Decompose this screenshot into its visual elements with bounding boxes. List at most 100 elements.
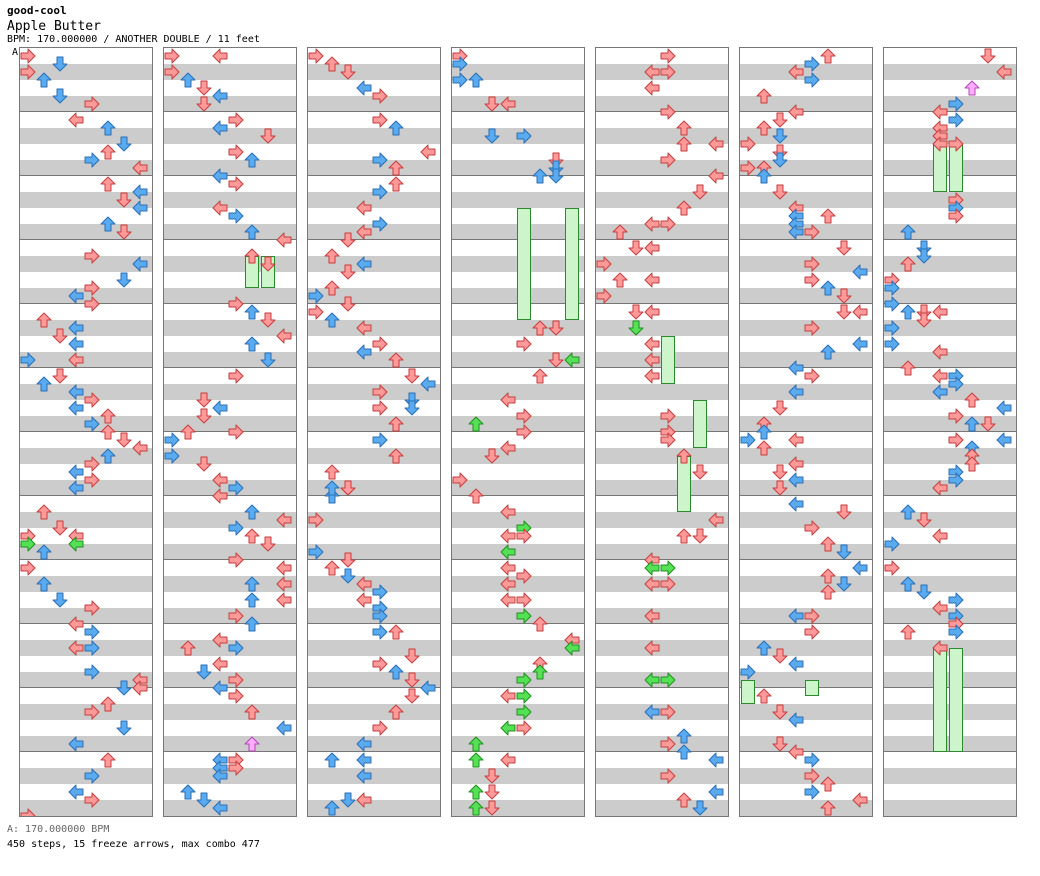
beat-stripe <box>596 480 728 496</box>
arrow-right-icon <box>500 592 516 608</box>
arrow-right-icon <box>212 472 228 488</box>
arrow-right-icon <box>356 576 372 592</box>
arrow-right-icon <box>68 336 84 352</box>
beat-stripe <box>452 96 584 112</box>
beat-stripe <box>20 512 152 528</box>
arrow-right-icon <box>708 752 724 768</box>
beat-stripe <box>20 448 152 464</box>
arrow-right-icon <box>500 504 516 520</box>
arrow-left-icon <box>516 336 532 352</box>
measure-line <box>740 239 872 240</box>
arrow-right-icon <box>996 400 1012 416</box>
arrow-down-icon <box>244 704 260 720</box>
arrow-right-icon <box>68 112 84 128</box>
arrow-left-icon <box>84 792 100 808</box>
arrow-down-icon <box>676 200 692 216</box>
beat-stripe <box>20 192 152 208</box>
beat-stripe <box>452 736 584 752</box>
beat-stripe <box>20 800 152 816</box>
arrow-right-icon <box>356 224 372 240</box>
arrow-right-icon <box>132 160 148 176</box>
arrow-down-icon <box>900 224 916 240</box>
arrow-right-icon <box>68 400 84 416</box>
arrow-right-icon <box>212 768 228 784</box>
arrow-down-icon <box>36 504 52 520</box>
arrow-right-icon <box>212 48 228 64</box>
measure-line <box>884 431 1016 432</box>
measure-line <box>308 495 440 496</box>
arrow-left-icon <box>516 672 532 688</box>
beat-stripe <box>740 800 872 816</box>
arrow-left-icon <box>660 104 676 120</box>
arrow-down-icon <box>324 560 340 576</box>
arrow-down-icon <box>820 344 836 360</box>
chart-column <box>883 47 1017 817</box>
arrow-left-icon <box>516 720 532 736</box>
beat-stripe <box>740 288 872 304</box>
arrow-up-icon <box>196 456 212 472</box>
measure-line <box>596 303 728 304</box>
bpm-marker: A <box>12 47 19 58</box>
arrow-right-icon <box>356 768 372 784</box>
arrow-right-icon <box>212 168 228 184</box>
arrow-left-icon <box>660 432 676 448</box>
arrow-right-icon <box>68 480 84 496</box>
measure-line <box>308 687 440 688</box>
arrow-up-icon <box>772 152 788 168</box>
arrow-down-icon <box>900 360 916 376</box>
arrow-left-icon <box>660 576 676 592</box>
arrow-left-icon <box>372 152 388 168</box>
arrow-right-icon <box>644 216 660 232</box>
beat-stripe <box>164 544 296 560</box>
arrow-left-icon <box>516 408 532 424</box>
freeze-arrow-left <box>517 208 531 320</box>
arrow-up-icon <box>52 592 68 608</box>
arrow-up-icon <box>692 184 708 200</box>
arrow-right-icon <box>212 632 228 648</box>
arrow-down-icon <box>756 120 772 136</box>
arrow-down-icon <box>244 576 260 592</box>
arrow-left-icon <box>804 624 820 640</box>
arrow-right-icon <box>788 104 804 120</box>
arrow-down-icon <box>100 216 116 232</box>
beat-stripe <box>740 512 872 528</box>
arrow-up-icon <box>484 768 500 784</box>
arrow-down-icon <box>756 440 772 456</box>
beat-stripe <box>740 128 872 144</box>
arrow-down-icon <box>964 392 980 408</box>
beat-stripe <box>164 800 296 816</box>
arrow-up-icon <box>260 128 276 144</box>
measure-line <box>452 111 584 112</box>
arrow-down-icon <box>244 336 260 352</box>
arrow-down-icon <box>468 752 484 768</box>
arrow-right-icon <box>644 80 660 96</box>
measure-line <box>452 367 584 368</box>
arrow-right-icon <box>852 336 868 352</box>
arrow-down-icon <box>388 352 404 368</box>
arrow-up-icon <box>116 224 132 240</box>
beat-stripe <box>884 320 1016 336</box>
arrow-right-icon <box>132 680 148 696</box>
arrow-left-icon <box>84 280 100 296</box>
arrow-up-icon <box>548 168 564 184</box>
arrow-up-icon <box>692 464 708 480</box>
arrow-down-icon <box>36 312 52 328</box>
arrow-down-icon <box>180 424 196 440</box>
beat-stripe <box>20 672 152 688</box>
measure-line <box>884 111 1016 112</box>
arrow-left-icon <box>660 560 676 576</box>
beat-stripe <box>308 480 440 496</box>
beat-stripe <box>308 576 440 592</box>
measure-line <box>308 431 440 432</box>
arrow-left-icon <box>516 568 532 584</box>
arrow-left-icon <box>804 224 820 240</box>
beat-stripe <box>308 448 440 464</box>
arrow-down-icon <box>900 304 916 320</box>
arrow-right-icon <box>788 656 804 672</box>
arrow-up-icon <box>836 504 852 520</box>
arrow-down-icon <box>388 448 404 464</box>
arrow-right-icon <box>132 200 148 216</box>
beat-stripe <box>308 64 440 80</box>
arrow-left-icon <box>452 472 468 488</box>
beat-stripe <box>308 704 440 720</box>
